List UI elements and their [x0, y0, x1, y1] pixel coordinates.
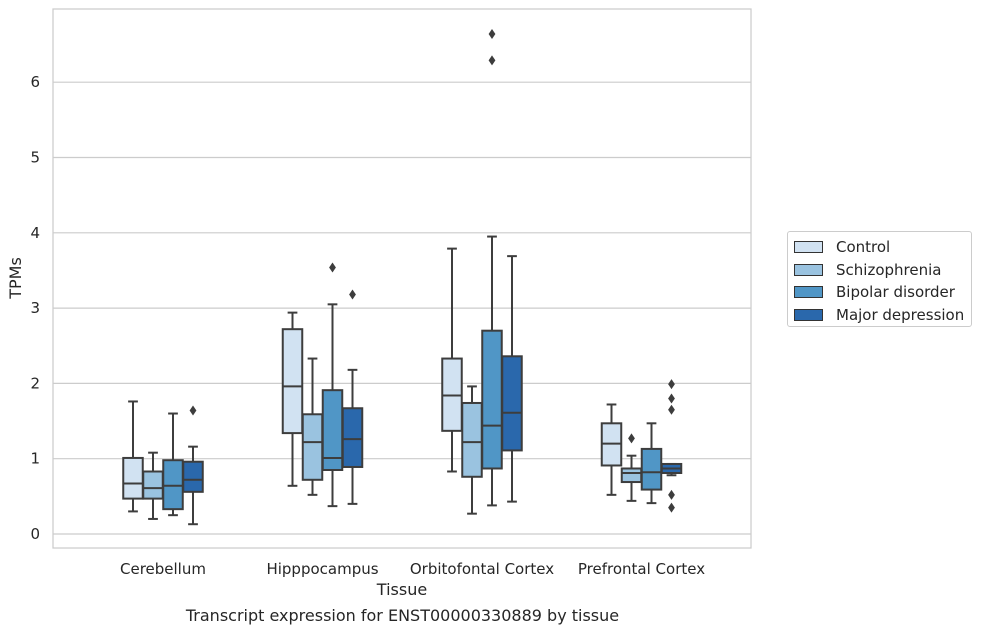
- box-body: [640, 447, 663, 491]
- legend-item: Control: [794, 236, 971, 259]
- y-axis-label: TPMs: [6, 257, 25, 300]
- legend-label: Bipolar disorder: [836, 283, 955, 302]
- y-tick-label-4: 4: [30, 224, 40, 242]
- box-1-2: [321, 262, 344, 508]
- legend-swatch: [794, 241, 823, 254]
- legend-swatch: [794, 308, 823, 321]
- x-tick-label-2: Orbitofontal Cortex: [410, 560, 554, 578]
- figure-caption: Transcript expression for ENST0000033088…: [185, 606, 620, 625]
- legend-item: Major depression: [794, 304, 971, 327]
- box-body: [341, 407, 364, 468]
- legend-item: Schizophrenia: [794, 259, 971, 282]
- box-2-0: [441, 247, 463, 473]
- box-body: [122, 456, 144, 500]
- legend-swatch: [794, 263, 823, 276]
- box-2-2: [481, 29, 503, 507]
- y-tick-label-2: 2: [30, 374, 40, 392]
- y-tick-label-1: 1: [30, 450, 40, 468]
- legend: Control Schizophrenia Bipolar disorder Majo…: [787, 231, 972, 327]
- box-body: [281, 328, 304, 435]
- outlier-point: [668, 502, 675, 513]
- x-tick-label-0: Cerebellum: [120, 560, 206, 578]
- box-body: [481, 329, 503, 470]
- legend-label: Schizophrenia: [836, 260, 942, 279]
- box-3-1: [620, 433, 643, 502]
- y-axis-ticks: 0 1 2 3 4 5 6: [30, 73, 40, 543]
- box-0-3: [182, 405, 204, 526]
- outlier-point: [668, 379, 675, 390]
- outlier-point: [628, 433, 635, 444]
- box-body: [620, 467, 643, 484]
- outlier-point: [329, 262, 336, 273]
- gridlines: [53, 81, 751, 535]
- outlier-point: [488, 55, 496, 66]
- y-tick-label-0: 0: [30, 525, 40, 543]
- box-body: [301, 413, 324, 481]
- box-body: [501, 355, 523, 452]
- outlier-point: [349, 289, 356, 300]
- box-body: [162, 459, 184, 511]
- x-axis-ticks: Cerebellum Hipppocampus Orbitofontal Corte…: [120, 560, 705, 578]
- box-series: [122, 29, 683, 526]
- box-1-3: [341, 289, 364, 505]
- y-tick-label-6: 6: [30, 73, 40, 91]
- box-body: [182, 460, 204, 493]
- outlier-point: [668, 489, 675, 500]
- x-axis-label: Tissue: [376, 580, 427, 599]
- y-tick-label-3: 3: [30, 299, 40, 317]
- outlier-point: [488, 29, 496, 40]
- x-tick-label-3: Prefrontal Cortex: [578, 560, 705, 578]
- legend-label: Major depression: [836, 305, 965, 324]
- box-1-0: [281, 311, 304, 487]
- box-3-3: [660, 379, 683, 513]
- box-2-3: [501, 255, 523, 503]
- box-body: [461, 401, 483, 478]
- outlier-point: [668, 404, 675, 415]
- box-3-0: [600, 403, 623, 496]
- x-tick-label-1: Hipppocampus: [266, 560, 378, 578]
- legend-label: Control: [836, 238, 891, 257]
- outlier-point: [668, 393, 675, 404]
- legend-swatch: [794, 286, 823, 299]
- legend-item: Bipolar disorder: [794, 281, 971, 304]
- y-tick-label-5: 5: [30, 149, 40, 167]
- outlier-point: [189, 405, 197, 416]
- box-body: [142, 470, 164, 500]
